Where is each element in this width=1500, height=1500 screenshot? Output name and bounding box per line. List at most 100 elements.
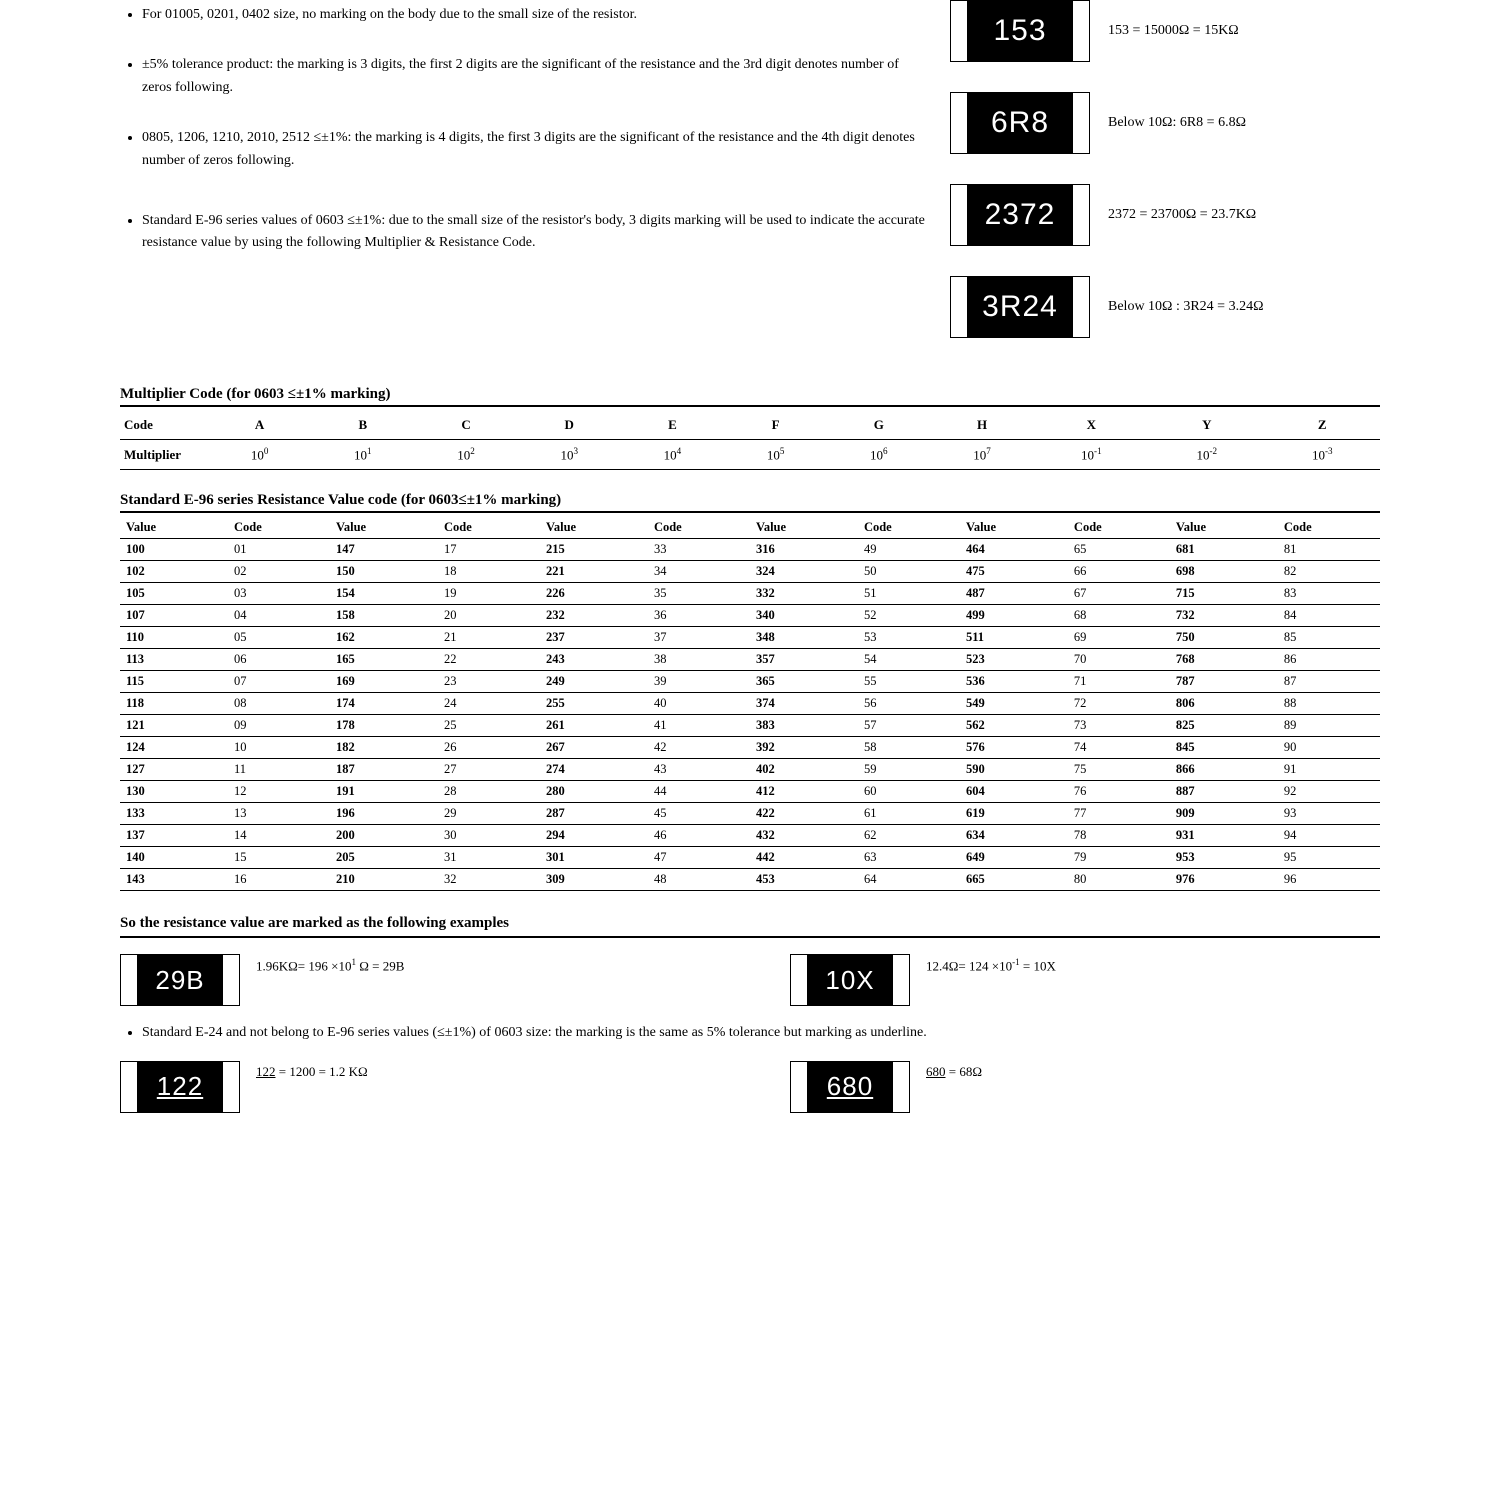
- e96-value: 453: [750, 869, 858, 891]
- col-header: Code: [1068, 517, 1170, 539]
- col-header: Code: [648, 517, 750, 539]
- e96-code: 02: [228, 561, 330, 583]
- example-pair: 122 122 = 1200 = 1.2 KΩ: [120, 1061, 710, 1113]
- e96-code: 76: [1068, 781, 1170, 803]
- table-row: 127111872727443402595907586691: [120, 759, 1380, 781]
- e96-value: 576: [960, 737, 1068, 759]
- e96-value: 140: [120, 847, 228, 869]
- table-row: 137142003029446432626347893194: [120, 825, 1380, 847]
- e96-value: 825: [1170, 715, 1278, 737]
- e96-value: 475: [960, 561, 1068, 583]
- chip-row: 3R24 Below 10Ω : 3R24 = 3.24Ω: [950, 276, 1380, 338]
- e96-code: 15: [228, 847, 330, 869]
- e96-code: 79: [1068, 847, 1170, 869]
- e96-value: 100: [120, 539, 228, 561]
- e96-value: 348: [750, 627, 858, 649]
- e96-value: 205: [330, 847, 438, 869]
- e96-code: 46: [648, 825, 750, 847]
- e96-code: 72: [1068, 693, 1170, 715]
- table-row: 115071692324939365555367178787: [120, 671, 1380, 693]
- e96-code: 48: [648, 869, 750, 891]
- chip-caption: Below 10Ω : 3R24 = 3.24Ω: [1108, 297, 1263, 317]
- e96-value: 715: [1170, 583, 1278, 605]
- e96-code: 34: [648, 561, 750, 583]
- example-pair: 680680 = 68Ω: [790, 1061, 1380, 1113]
- e96-value: 536: [960, 671, 1068, 693]
- example-caption: 12.4Ω= 124 ×10-1 = 10X: [926, 954, 1056, 976]
- table-row: 140152053130147442636497995395: [120, 847, 1380, 869]
- e96-value: 110: [120, 627, 228, 649]
- bullet-item: For 01005, 0201, 0402 size, no marking o…: [142, 4, 930, 26]
- bullet-list: For 01005, 0201, 0402 size, no marking o…: [120, 4, 930, 255]
- row-label: Multiplier: [120, 440, 208, 470]
- e96-value: 649: [960, 847, 1068, 869]
- e96-code: 75: [1068, 759, 1170, 781]
- e96-code: 13: [228, 803, 330, 825]
- table-row: 133131962928745422616197790993: [120, 803, 1380, 825]
- e24-bullet-list: Standard E-24 and not belong to E-96 ser…: [120, 1022, 1380, 1044]
- e96-code: 26: [438, 737, 540, 759]
- chip-label: 29B: [137, 955, 223, 1005]
- e96-value: 523: [960, 649, 1068, 671]
- e96-value: 976: [1170, 869, 1278, 891]
- e96-code: 65: [1068, 539, 1170, 561]
- e96-value: 422: [750, 803, 858, 825]
- col-header: Value: [120, 517, 228, 539]
- e96-value: 301: [540, 847, 648, 869]
- e96-code: 54: [858, 649, 960, 671]
- e96-value: 549: [960, 693, 1068, 715]
- e96-value: 464: [960, 539, 1068, 561]
- e96-code: 32: [438, 869, 540, 891]
- e96-value: 511: [960, 627, 1068, 649]
- e96-code: 69: [1068, 627, 1170, 649]
- mult-value: 10-1: [1034, 440, 1149, 470]
- e96-value: 137: [120, 825, 228, 847]
- e96-code: 70: [1068, 649, 1170, 671]
- e96-code: 58: [858, 737, 960, 759]
- e96-code: 94: [1278, 825, 1380, 847]
- example-caption: 680 = 68Ω: [926, 1061, 982, 1081]
- e96-value: 887: [1170, 781, 1278, 803]
- resistor-chip: 153: [950, 0, 1090, 62]
- e96-code: 82: [1278, 561, 1380, 583]
- mult-value: 102: [414, 440, 517, 470]
- e96-value: 402: [750, 759, 858, 781]
- col-header: Value: [540, 517, 648, 539]
- e96-code: 50: [858, 561, 960, 583]
- e96-value: 115: [120, 671, 228, 693]
- e96-code: 83: [1278, 583, 1380, 605]
- resistor-chip: 122: [120, 1061, 240, 1113]
- e96-value: 357: [750, 649, 858, 671]
- resistor-chip: 2372: [950, 184, 1090, 246]
- e96-code: 43: [648, 759, 750, 781]
- table-row: 107041582023236340524996873284: [120, 605, 1380, 627]
- e96-value: 174: [330, 693, 438, 715]
- e96-value: 698: [1170, 561, 1278, 583]
- divider: [120, 936, 1380, 938]
- e96-value: 412: [750, 781, 858, 803]
- example-caption: 122 = 1200 = 1.2 KΩ: [256, 1061, 368, 1081]
- e96-code: 33: [648, 539, 750, 561]
- multiplier-table: CodeABCDEFGHXYZMultiplier100101102103104…: [120, 411, 1380, 470]
- chip-column: 153153 = 15000Ω = 15KΩ6R8Below 10Ω: 6R8 …: [950, 0, 1380, 368]
- e96-code: 95: [1278, 847, 1380, 869]
- mult-value: 104: [621, 440, 724, 470]
- e96-value: 340: [750, 605, 858, 627]
- col-header: Value: [330, 517, 438, 539]
- e96-value: 162: [330, 627, 438, 649]
- mult-code: X: [1034, 411, 1149, 440]
- e96-code: 68: [1068, 605, 1170, 627]
- e96-code: 05: [228, 627, 330, 649]
- e96-value: 267: [540, 737, 648, 759]
- chip-caption: 2372 = 23700Ω = 23.7KΩ: [1108, 205, 1256, 225]
- e96-value: 200: [330, 825, 438, 847]
- chip-label: 3R24: [967, 277, 1073, 337]
- e96-value: 107: [120, 605, 228, 627]
- e96-code: 12: [228, 781, 330, 803]
- resistor-chip: 29B: [120, 954, 240, 1006]
- e96-value: 316: [750, 539, 858, 561]
- e96-code: 80: [1068, 869, 1170, 891]
- e96-code: 89: [1278, 715, 1380, 737]
- e96-value: 232: [540, 605, 648, 627]
- table-row: 130121912828044412606047688792: [120, 781, 1380, 803]
